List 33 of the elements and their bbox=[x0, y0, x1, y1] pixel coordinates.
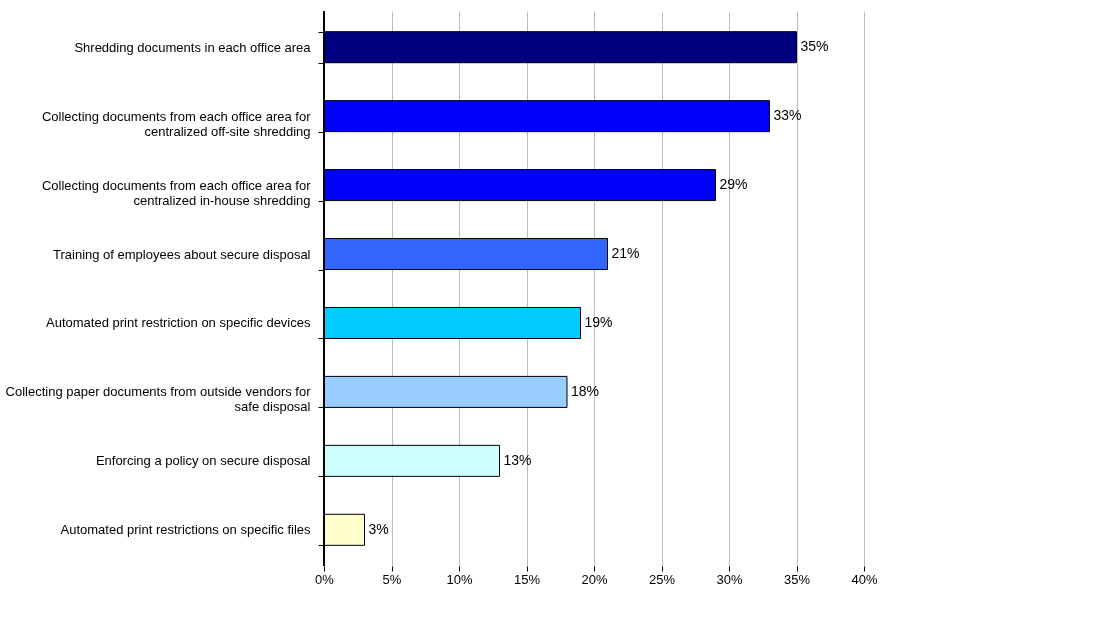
bar bbox=[323, 444, 500, 477]
data-label: 3% bbox=[368, 520, 389, 537]
x-tick-label: 30% bbox=[716, 571, 743, 587]
bar bbox=[323, 306, 581, 339]
data-label: 29% bbox=[719, 176, 748, 193]
bar bbox=[323, 31, 797, 64]
x-tick-label: 0% bbox=[315, 571, 335, 587]
data-label: 19% bbox=[584, 313, 613, 330]
data-label: 18% bbox=[571, 382, 600, 399]
y-tick-label: Shredding documents in each office area bbox=[74, 39, 312, 55]
bar bbox=[323, 238, 608, 271]
y-tick-label: Collecting documents from each office area for centralized off-site shredding bbox=[41, 108, 312, 139]
y-tick-label: Enforcing a policy on secure disposal bbox=[95, 453, 311, 469]
data-label: 35% bbox=[800, 38, 829, 55]
x-tick-label: 10% bbox=[446, 571, 473, 587]
x-tick-label: 5% bbox=[382, 571, 402, 587]
y-tick-label: Collecting paper documents from outside vendors for safe disposal bbox=[5, 384, 312, 415]
y-tick-label: Collecting documents from each office area for centralized in-house shredding bbox=[41, 177, 312, 208]
bar bbox=[323, 169, 716, 202]
y-tick-label: Automated print restriction on specific devices bbox=[46, 315, 311, 331]
data-label: 21% bbox=[611, 245, 640, 262]
data-label: 13% bbox=[503, 451, 532, 468]
bar bbox=[323, 375, 568, 408]
x-tick-label: 40% bbox=[851, 571, 878, 587]
y-tick-label: Training of employees about secure disposal bbox=[53, 246, 311, 262]
y-tick-label: Automated print restrictions on specific files bbox=[60, 522, 311, 538]
x-tick-label: 25% bbox=[648, 571, 676, 587]
bar bbox=[323, 100, 770, 133]
bar bbox=[323, 513, 365, 546]
x-tick-label: 15% bbox=[513, 571, 541, 587]
x-tick-label: 35% bbox=[783, 571, 811, 587]
x-tick-label: 20% bbox=[581, 571, 608, 587]
data-label: 33% bbox=[773, 107, 802, 124]
